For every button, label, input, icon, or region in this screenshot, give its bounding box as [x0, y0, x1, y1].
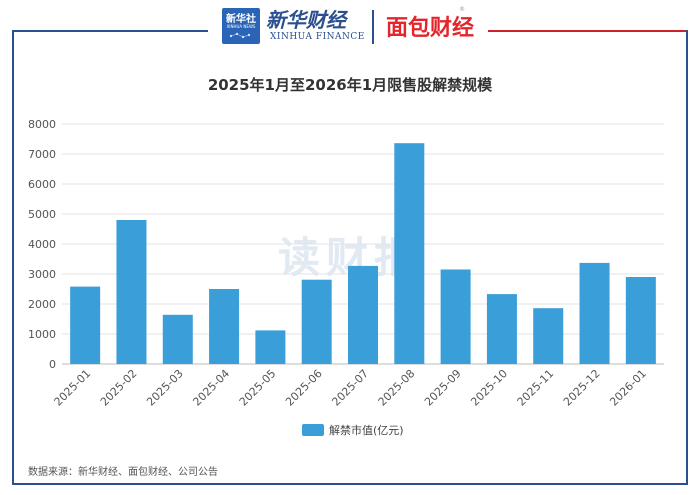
y-tick-label: 1000	[28, 328, 56, 341]
y-tick-label: 6000	[28, 178, 56, 191]
bar	[116, 220, 147, 364]
bar	[394, 143, 425, 364]
bar	[162, 314, 193, 364]
x-tick-label: 2025-11	[515, 367, 557, 409]
chart-title: 2025年1月至2026年1月限售股解禁规模	[207, 76, 493, 94]
y-tick-label: 5000	[28, 208, 56, 221]
x-tick-label: 2025-02	[98, 367, 140, 409]
network-dots-icon	[229, 32, 251, 39]
registered-mark: ®	[459, 6, 465, 13]
bar	[301, 279, 332, 364]
x-tick-label: 2025-06	[283, 367, 325, 409]
x-tick-label: 2025-08	[376, 367, 418, 409]
x-tick-label: 2025-10	[468, 367, 510, 409]
x-tick-label: 2026-01	[607, 367, 649, 409]
legend-label: 解禁市值(亿元)	[329, 423, 404, 437]
bar	[486, 294, 517, 364]
xinhua-finance-logo: 新华财经	[266, 8, 346, 32]
bar	[625, 277, 656, 364]
y-tick-label: 2000	[28, 298, 56, 311]
x-tick-label: 2025-01	[52, 367, 94, 409]
xinhua-news-logo: 新华社 XINHUA NEWS	[222, 8, 260, 44]
y-tick-label: 3000	[28, 268, 56, 281]
logo-separator	[372, 10, 374, 44]
mianbao-finance-logo: 面包财经	[386, 16, 475, 41]
x-tick-label: 2025-12	[561, 367, 603, 409]
x-tick-label: 2025-09	[422, 367, 464, 409]
watermark: 读财报	[278, 233, 422, 282]
bar	[70, 286, 101, 364]
bar	[579, 262, 610, 364]
legend-swatch	[302, 424, 324, 436]
y-tick-label: 7000	[28, 148, 56, 161]
chart-panel	[12, 30, 688, 485]
bar	[255, 330, 286, 364]
bar	[209, 289, 240, 364]
source-note: 数据来源：新华财经、面包财经、公司公告	[28, 467, 218, 478]
y-tick-label: 0	[49, 358, 56, 371]
bar	[440, 269, 471, 364]
xinhua-finance-english: XINHUA FINANCE	[270, 32, 365, 42]
bar	[533, 308, 564, 364]
y-tick-label: 4000	[28, 238, 56, 251]
header-right-rule	[488, 30, 688, 32]
xinhua-news-logo-sub: XINHUA NEWS	[226, 24, 256, 29]
x-tick-label: 2025-07	[329, 367, 371, 409]
x-tick-label: 2025-03	[144, 367, 186, 409]
x-tick-label: 2025-04	[191, 367, 233, 409]
y-tick-label: 8000	[28, 118, 56, 131]
xinhua-news-logo-text: 新华社	[226, 14, 256, 25]
header-bar: 新华社 XINHUA NEWS 新华财经 XINHUA FINANCE 面包财经…	[0, 0, 700, 48]
x-tick-label: 2025-05	[237, 367, 279, 409]
bar	[348, 265, 378, 364]
header-left-rule	[12, 30, 208, 32]
